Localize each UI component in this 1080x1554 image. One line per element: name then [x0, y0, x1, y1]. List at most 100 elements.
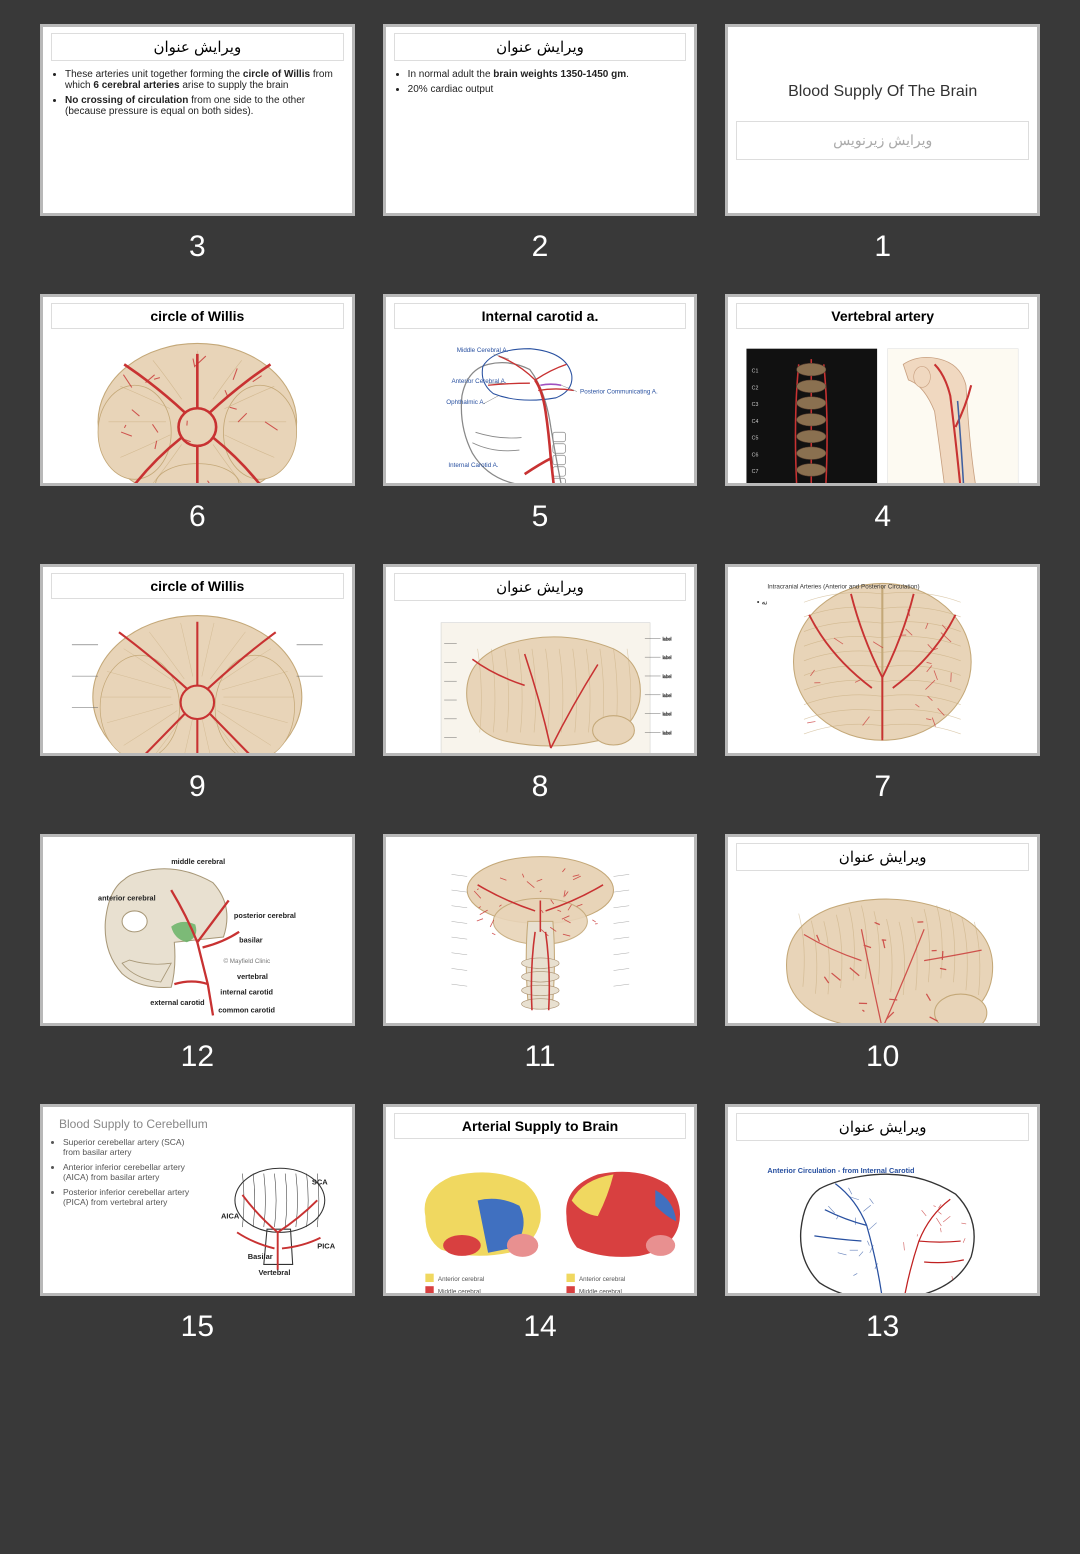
- slide-cell[interactable]: ویرایش عنوان 10: [725, 834, 1040, 1074]
- svg-text:label: label: [662, 693, 671, 698]
- svg-text:AICA: AICA: [221, 1211, 240, 1220]
- slide-number: 6: [189, 500, 206, 534]
- slide-thumbnail[interactable]: circle of Willis: [40, 294, 355, 486]
- slide-cell[interactable]: circle of Willis 9: [40, 564, 355, 804]
- slide-cell[interactable]: circle of Willis 6: [40, 294, 355, 534]
- slide-heading: Internal carotid a.: [394, 303, 687, 329]
- slide-title: Blood Supply Of The Brain: [736, 83, 1029, 101]
- subtitle-placeholder: ویرایش زیرنویس: [736, 121, 1029, 160]
- slide-thumbnail[interactable]: Intracranial Arteries (Anterior and Post…: [725, 564, 1040, 756]
- slide-thumbnail[interactable]: Blood Supply Of The Brain ویرایش زیرنویس: [725, 24, 1040, 216]
- slide-thumbnail[interactable]: middle cerebralanterior cerebralposterio…: [40, 834, 355, 1026]
- title-placeholder: ویرایش عنوان: [736, 1113, 1029, 1141]
- svg-text:Intracranial Arteries (Anterio: Intracranial Arteries (Anterior and Post…: [768, 584, 920, 591]
- slide-image: [51, 333, 344, 486]
- svg-text:Basilar: Basilar: [247, 1252, 272, 1261]
- svg-text:label: label: [662, 674, 671, 679]
- slide-cell[interactable]: Internal carotid a. Middle Cerebral A. Ant…: [383, 294, 698, 534]
- slide-thumbnail[interactable]: ویرایش عنوان Anterior Circulation - from …: [725, 1104, 1040, 1296]
- slide-heading: circle of Willis: [51, 303, 344, 329]
- bullet-item: Anterior inferior cerebellar artery (AIC…: [63, 1162, 201, 1182]
- slide-cell[interactable]: Blood Supply Of The Brain ویرایش زیرنویس…: [725, 24, 1040, 264]
- bullet-item: In normal adult the brain weights 1350-1…: [408, 69, 681, 80]
- slide-number: 15: [181, 1310, 214, 1344]
- slide-thumbnail[interactable]: Arterial Supply to Brain Anterior cerebra…: [383, 1104, 698, 1296]
- slide-thumbnail[interactable]: ویرایش عنوان These arteries unit togethe…: [40, 24, 355, 216]
- svg-text:C1: C1: [752, 369, 759, 375]
- slide-grid: Blood Supply Of The Brain ویرایش زیرنویس…: [40, 24, 1040, 1344]
- slide-number: 7: [874, 770, 891, 804]
- svg-text:C6: C6: [752, 452, 759, 458]
- bullet-list: These arteries unit together forming the…: [51, 67, 344, 123]
- bullet-item: No crossing of circulation from one side…: [65, 95, 338, 117]
- slide-image: Middle Cerebral A.Anterior Cerebral A.Op…: [394, 333, 687, 486]
- title-placeholder: ویرایش عنوان: [394, 33, 687, 61]
- svg-text:C5: C5: [752, 436, 759, 442]
- slide-cell[interactable]: 11: [383, 834, 698, 1074]
- slide-image: SCAAICAPICABasilarVertebral: [205, 1135, 344, 1287]
- slide-cell[interactable]: ویرایش عنوانlabellabellabellabellabellab…: [383, 564, 698, 804]
- slide-heading: circle of Willis: [51, 573, 344, 599]
- slide-cell[interactable]: Blood Supply to Cerebellum Superior cere…: [40, 1104, 355, 1344]
- slide-heading: Vertebral artery: [736, 303, 1029, 329]
- slide-cell[interactable]: Vertebral arteryC1C2C3C4C5C6C7 4: [725, 294, 1040, 534]
- bullet-item: 20% cardiac output: [408, 84, 681, 95]
- svg-text:Posterior Communicating A.: Posterior Communicating A.: [580, 389, 658, 396]
- svg-text:C2: C2: [752, 385, 759, 391]
- slide-heading: Blood Supply to Cerebellum: [51, 1113, 344, 1135]
- svg-text:Vertebral: Vertebral: [258, 1268, 290, 1277]
- svg-text:label: label: [662, 712, 671, 717]
- slide-heading: Arterial Supply to Brain: [394, 1113, 687, 1139]
- slide-image: [51, 603, 344, 756]
- svg-text:External Carotid A.: External Carotid A.: [451, 483, 503, 486]
- slide-number: 8: [532, 770, 549, 804]
- svg-text:label: label: [662, 655, 671, 660]
- slide-cell[interactable]: Intracranial Arteries (Anterior and Post…: [725, 564, 1040, 804]
- svg-text:C7: C7: [752, 469, 759, 475]
- svg-text:Anterior Circulation - from In: Anterior Circulation - from Internal Car…: [768, 1166, 915, 1175]
- slide-thumbnail[interactable]: ویرایش عنوان In normal adult the brain w…: [383, 24, 698, 216]
- slide-cell[interactable]: middle cerebralanterior cerebralposterio…: [40, 834, 355, 1074]
- slide-cell[interactable]: ویرایش عنوان In normal adult the brain w…: [383, 24, 698, 264]
- slide-thumbnail[interactable]: Blood Supply to Cerebellum Superior cere…: [40, 1104, 355, 1296]
- slide-image: Anterior cerebralMiddle cerebralPosterio…: [394, 1143, 687, 1296]
- title-placeholder: ویرایش عنوان: [736, 843, 1029, 871]
- svg-text:label: label: [662, 731, 671, 736]
- slide-number: 10: [866, 1040, 899, 1074]
- slide-cell[interactable]: ویرایش عنوان Anterior Circulation - from …: [725, 1104, 1040, 1344]
- svg-text:posterior cerebral: posterior cerebral: [234, 911, 296, 920]
- slide-image: label label label label label label: [394, 607, 687, 756]
- svg-text:internal carotid: internal carotid: [220, 988, 273, 997]
- slide-thumbnail[interactable]: [383, 834, 698, 1026]
- bullet-item: These arteries unit together forming the…: [65, 69, 338, 91]
- svg-text:Anterior cerebral: Anterior cerebral: [438, 1276, 484, 1283]
- title-placeholder: ویرایش عنوان: [394, 573, 687, 601]
- slide-cell[interactable]: ویرایش عنوان These arteries unit togethe…: [40, 24, 355, 264]
- slide-image: [736, 877, 1029, 1026]
- svg-text:label: label: [662, 636, 671, 641]
- svg-text:Anterior Cerebral A.: Anterior Cerebral A.: [451, 378, 506, 385]
- slide-thumbnail[interactable]: circle of Willis: [40, 564, 355, 756]
- slide-thumbnail[interactable]: ویرایش عنوان: [725, 834, 1040, 1026]
- slide-number: 9: [189, 770, 206, 804]
- title-placeholder: ویرایش عنوان: [51, 33, 344, 61]
- bullet-list: Superior cerebellar artery (SCA) from ba…: [51, 1135, 205, 1287]
- slide-thumbnail[interactable]: ویرایش عنوانlabellabellabellabellabellab…: [383, 564, 698, 756]
- slide-cell[interactable]: Arterial Supply to Brain Anterior cerebra…: [383, 1104, 698, 1344]
- svg-text:Internal Carotid A.: Internal Carotid A.: [448, 462, 498, 469]
- svg-text:common carotid: common carotid: [218, 1005, 275, 1014]
- svg-text:Middle Cerebral A.: Middle Cerebral A.: [456, 347, 508, 354]
- svg-text:middle cerebral: middle cerebral: [171, 857, 225, 866]
- slide-image: Intracranial Arteries (Anterior and Post…: [736, 573, 1029, 751]
- slide-image: [394, 843, 687, 1021]
- svg-text:Anterior cerebral: Anterior cerebral: [579, 1276, 625, 1283]
- svg-text:PICA: PICA: [317, 1241, 335, 1250]
- slide-thumbnail[interactable]: Internal carotid a. Middle Cerebral A. Ant…: [383, 294, 698, 486]
- slide-thumbnail[interactable]: Vertebral arteryC1C2C3C4C5C6C7: [725, 294, 1040, 486]
- slide-image: Anterior Circulation - from Internal Car…: [736, 1147, 1029, 1296]
- bullet-item: Posterior inferior cerebellar artery (PI…: [63, 1187, 201, 1207]
- bullet-item: Superior cerebellar artery (SCA) from ba…: [63, 1137, 201, 1157]
- slide-number: 3: [189, 230, 206, 264]
- svg-text:• نه: • نه: [757, 597, 768, 606]
- slide-number: 4: [874, 500, 891, 534]
